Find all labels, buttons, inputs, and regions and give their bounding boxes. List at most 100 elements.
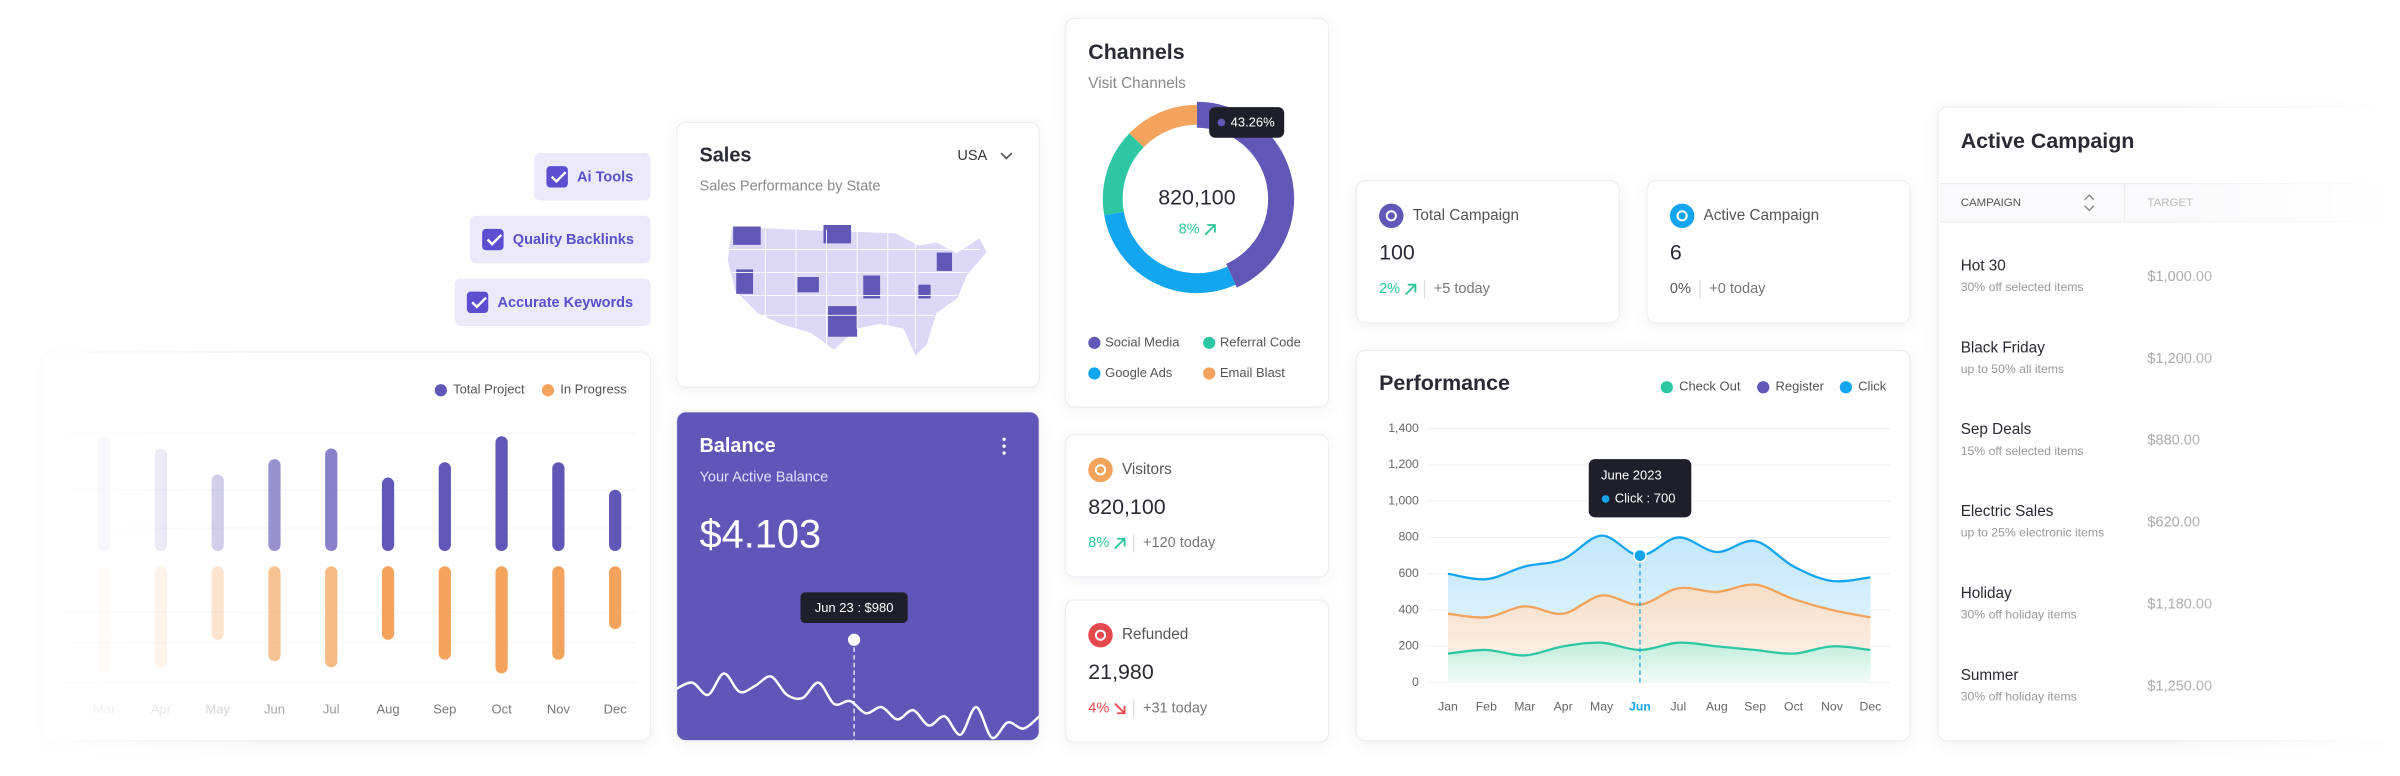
x-tick-label: Dec xyxy=(604,702,628,717)
tag-check xyxy=(486,234,503,246)
campaign-desc: 30% off holiday items xyxy=(1961,608,2077,622)
tag-label: Accurate Keywords xyxy=(497,295,633,311)
card-title: Balance xyxy=(700,435,776,457)
stat-icon-glyph xyxy=(1676,210,1688,222)
x-tick-label: Oct xyxy=(1784,699,1804,713)
bar xyxy=(325,448,338,552)
x-tick-label: Jun xyxy=(1629,699,1651,713)
stat-icon xyxy=(1088,457,1113,483)
sparkline-group xyxy=(676,672,1040,740)
y-tick-label: 1,000 xyxy=(1388,493,1419,507)
bar xyxy=(495,436,508,552)
legend-dot xyxy=(1203,336,1216,349)
bar xyxy=(609,566,622,630)
stat-value: 6 xyxy=(1670,241,1682,265)
balance-amount: $4.103 xyxy=(700,513,822,557)
x-tick-label: Jul xyxy=(1671,699,1687,713)
tooltip-dot xyxy=(1601,495,1610,503)
legend-label: In Progress xyxy=(560,382,627,397)
sort-icon xyxy=(2084,194,2095,212)
bar xyxy=(495,566,508,674)
tooltip-title: June 2023 xyxy=(1601,467,1662,482)
bar xyxy=(381,477,395,552)
tag-label: Quality Backlinks xyxy=(513,232,634,248)
stat-value: 100 xyxy=(1379,241,1415,265)
campaign-desc: up to 50% all items xyxy=(1961,362,2064,376)
campaign-desc: 30% off selected items xyxy=(1961,280,2084,294)
card-title: Channels xyxy=(1088,40,1184,64)
bar xyxy=(268,566,281,662)
y-tick-label: 600 xyxy=(1398,566,1419,580)
donut-total: 820,100 xyxy=(1158,186,1235,210)
legend-label: Check Out xyxy=(1679,379,1741,394)
tag-checkbox xyxy=(482,228,504,251)
card-subtitle: Visit Channels xyxy=(1088,75,1186,92)
chevron xyxy=(1000,152,1013,160)
stat-change: 0% xyxy=(1670,281,1691,297)
tooltip-box xyxy=(1209,107,1285,138)
trend-arrow xyxy=(1114,537,1126,549)
stat-icon xyxy=(1669,203,1695,229)
tooltip-text: Click : 700 xyxy=(1615,490,1676,505)
stat-value: 820,100 xyxy=(1088,495,1165,519)
fade-overlay xyxy=(0,344,261,758)
stat-card xyxy=(1646,179,1911,324)
legend-label: Email Blast xyxy=(1220,365,1285,380)
stat-label: Active Campaign xyxy=(1704,207,1820,224)
bar xyxy=(552,566,565,660)
tooltip-text: 43.26% xyxy=(1231,115,1276,130)
y-tick-label: 0 xyxy=(1412,675,1419,689)
stat-today: +31 today xyxy=(1143,700,1208,716)
menu-dot xyxy=(1002,451,1006,455)
legend-dot xyxy=(1660,381,1673,394)
stat-change: 2% xyxy=(1379,281,1400,297)
x-tick-label: Nov xyxy=(547,702,571,717)
stat-today: +0 today xyxy=(1709,281,1766,297)
bar xyxy=(381,566,395,640)
tag-label: Ai Tools xyxy=(577,169,633,185)
stat-label: Visitors xyxy=(1122,461,1172,478)
x-tick-label: Jul xyxy=(323,702,340,717)
x-tick-label: Oct xyxy=(491,702,512,717)
tag-checkbox xyxy=(466,291,489,314)
campaign-desc: 15% off selected items xyxy=(1961,444,2084,458)
card-subtitle: Sales Performance by State xyxy=(700,179,881,195)
x-tick-label: Aug xyxy=(376,702,399,717)
tag-chip xyxy=(469,215,651,264)
trend-arrow xyxy=(1405,283,1417,295)
donut-segment xyxy=(1102,133,1144,216)
y-tick-label: 1,400 xyxy=(1388,421,1419,435)
sparkline xyxy=(676,672,1040,740)
menu-dot xyxy=(1002,444,1006,448)
legend-label: Social Media xyxy=(1105,334,1180,349)
stat-label: Total Campaign xyxy=(1413,207,1519,224)
fade-overlay xyxy=(2173,91,2400,766)
stat-change: 8% xyxy=(1088,535,1109,551)
stat-card xyxy=(1064,599,1330,743)
campaign-desc: up to 25% electronic items xyxy=(1961,526,2105,540)
tooltip-dot xyxy=(1217,118,1226,127)
legend-dot xyxy=(434,384,447,397)
campaign-desc: 30% off holiday items xyxy=(1961,689,2077,703)
us-map xyxy=(726,224,988,358)
series-line xyxy=(1447,641,1871,657)
stat-today: +5 today xyxy=(1434,281,1491,297)
stat-change: 4% xyxy=(1088,700,1109,716)
y-tick-label: 1,200 xyxy=(1388,457,1419,471)
x-tick-label: Sep xyxy=(1744,699,1766,713)
donut-segment xyxy=(1104,211,1236,294)
x-tick-label: Feb xyxy=(1476,699,1497,713)
column-header: CAMPAIGN xyxy=(1961,197,2021,209)
stat-icon-glyph xyxy=(1385,210,1397,222)
menu-dot xyxy=(1002,437,1006,441)
legend-dot xyxy=(1839,381,1853,394)
bar xyxy=(438,462,451,552)
region-select: USA xyxy=(957,148,987,164)
trend-arrow xyxy=(1204,224,1216,236)
bar xyxy=(438,566,451,660)
stat-icon xyxy=(1379,203,1404,229)
stat-card xyxy=(1064,434,1330,578)
campaign-name: Black Friday xyxy=(1961,339,2046,356)
stat-icon-glyph xyxy=(1094,464,1107,476)
